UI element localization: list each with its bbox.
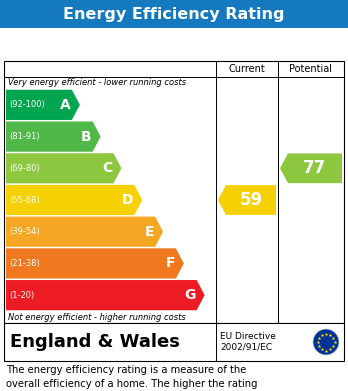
Text: (69-80): (69-80) xyxy=(9,164,40,173)
Text: England & Wales: England & Wales xyxy=(10,333,180,351)
Polygon shape xyxy=(218,185,276,215)
Text: (55-68): (55-68) xyxy=(9,196,40,204)
Text: (1-20): (1-20) xyxy=(9,291,34,300)
Bar xyxy=(0,0,348,28)
Text: Potential: Potential xyxy=(290,64,332,74)
Text: The energy efficiency rating is a measure of the
overall efficiency of a home. T: The energy efficiency rating is a measur… xyxy=(6,365,258,391)
Text: Energy Efficiency Rating: Energy Efficiency Rating xyxy=(63,7,285,22)
Polygon shape xyxy=(6,248,184,278)
Text: D: D xyxy=(122,193,133,207)
Circle shape xyxy=(313,329,339,355)
Text: Not energy efficient - higher running costs: Not energy efficient - higher running co… xyxy=(8,313,186,322)
Polygon shape xyxy=(6,90,80,120)
Polygon shape xyxy=(6,280,205,310)
Text: E: E xyxy=(144,225,154,239)
Text: (21-38): (21-38) xyxy=(9,259,40,268)
Polygon shape xyxy=(6,153,121,183)
Bar xyxy=(4,61,344,323)
Text: G: G xyxy=(184,288,196,302)
Text: EU Directive
2002/91/EC: EU Directive 2002/91/EC xyxy=(220,332,276,352)
Text: (39-54): (39-54) xyxy=(9,227,40,236)
Text: 59: 59 xyxy=(239,191,262,209)
Text: Current: Current xyxy=(229,64,266,74)
Text: (92-100): (92-100) xyxy=(9,100,45,109)
Text: 77: 77 xyxy=(303,159,327,177)
Text: B: B xyxy=(81,129,92,143)
Polygon shape xyxy=(6,122,101,152)
Bar xyxy=(4,323,344,361)
Polygon shape xyxy=(6,185,142,215)
Text: (81-91): (81-91) xyxy=(9,132,40,141)
Text: A: A xyxy=(60,98,71,112)
Polygon shape xyxy=(6,217,163,247)
Polygon shape xyxy=(280,153,342,183)
Text: C: C xyxy=(102,161,112,175)
Text: Very energy efficient - lower running costs: Very energy efficient - lower running co… xyxy=(8,78,186,87)
Text: F: F xyxy=(165,256,175,271)
